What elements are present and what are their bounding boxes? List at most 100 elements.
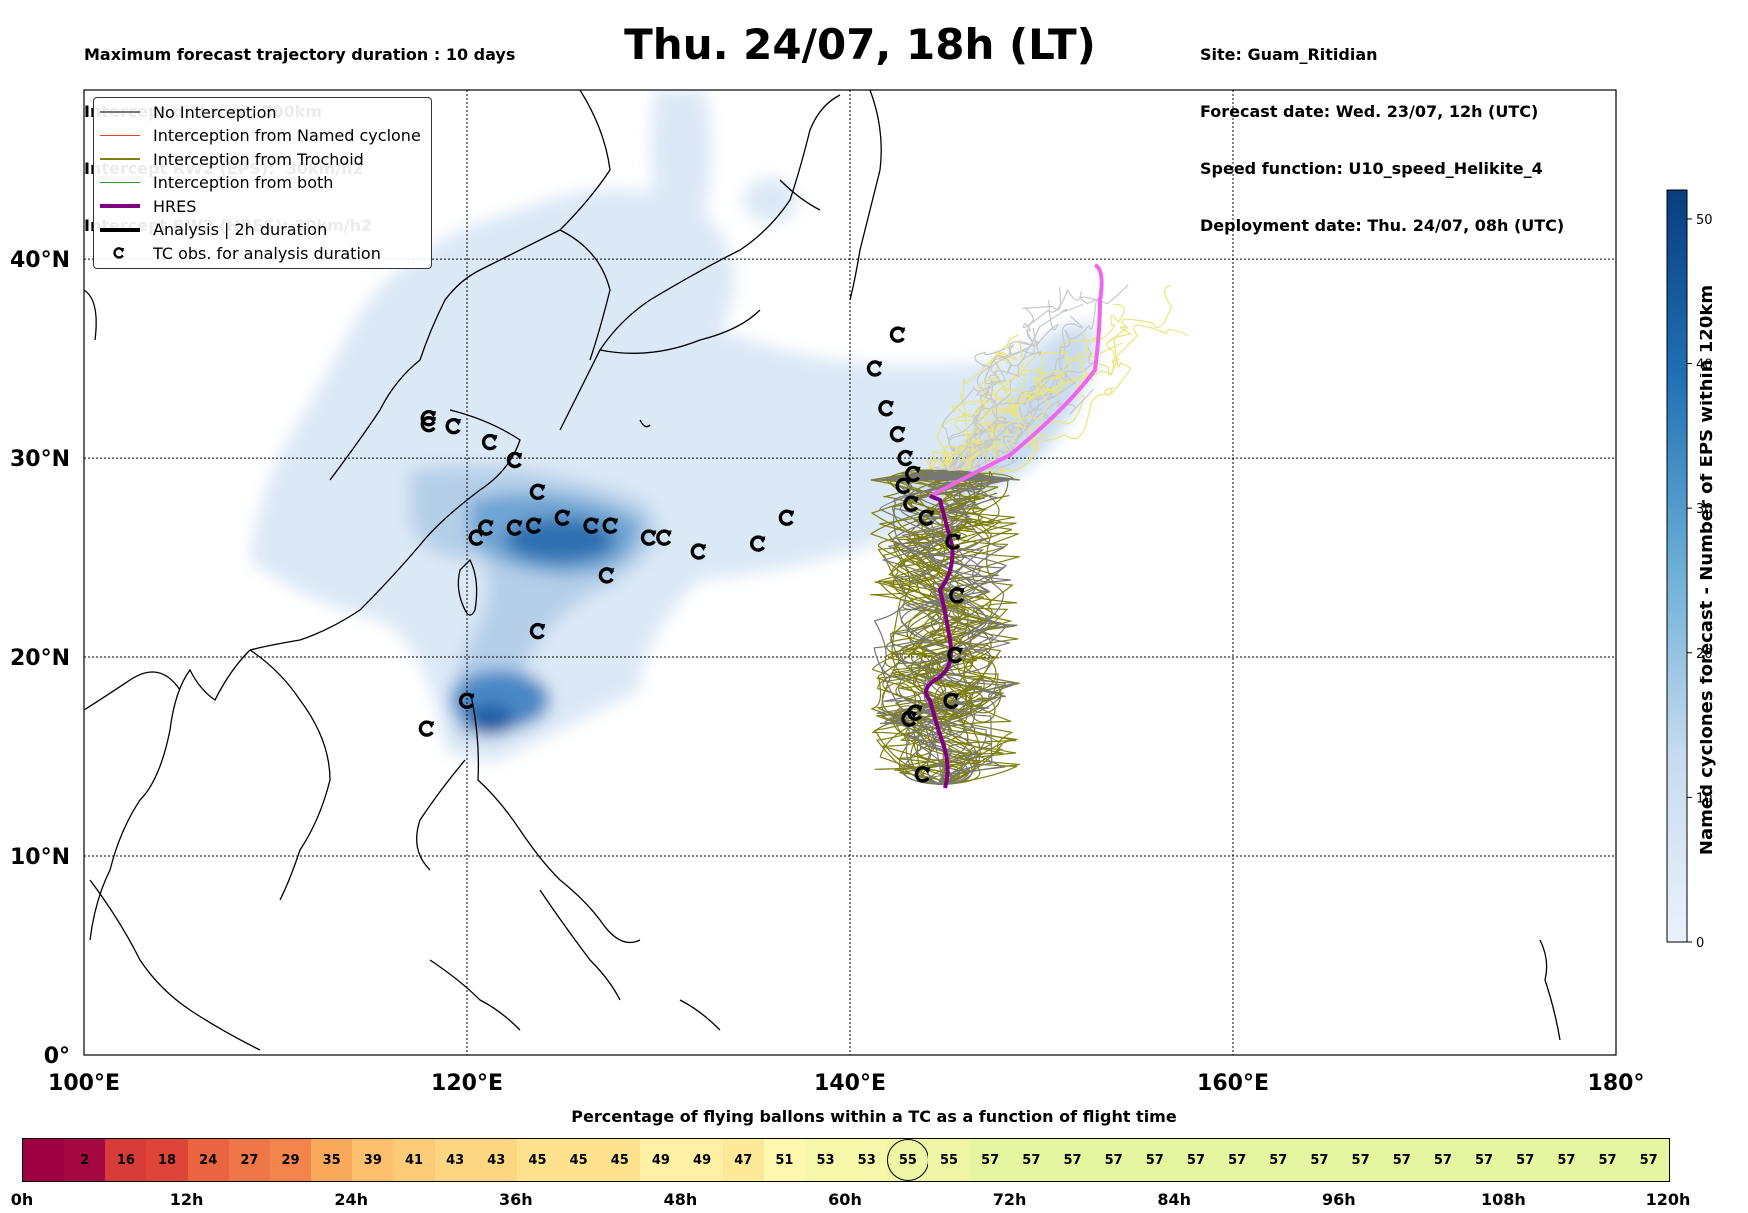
percentage-cell: 45: [516, 1139, 559, 1181]
ensemble-track: [888, 538, 1013, 785]
percentage-cell: 57: [1504, 1139, 1546, 1181]
percentage-cell: 57: [1175, 1139, 1217, 1181]
ensemble-track: [958, 327, 1042, 497]
legend-item: Interception from both: [94, 172, 333, 194]
ensemble-track: [884, 470, 997, 785]
legend-swatch: [100, 158, 140, 160]
time-tick-label: 84h: [1157, 1190, 1192, 1209]
colorbar-tick-label: 30: [1696, 502, 1713, 517]
time-tick-label: 72h: [992, 1190, 1027, 1209]
cyclone-icon: [113, 246, 126, 259]
time-tick-label: 12h: [169, 1190, 204, 1209]
map-gridlines: [84, 90, 1616, 1055]
longitude-label: 120°E: [431, 1071, 503, 1096]
colorbar-ticks: 0 10 20 30 40 50: [1687, 213, 1713, 951]
header-right-line: Forecast date: Wed. 23/07, 12h (UTC): [1200, 102, 1539, 121]
percentage-cell: 57: [1216, 1139, 1258, 1181]
cyclone-icon: [418, 719, 436, 737]
ensemble-track: [975, 285, 1173, 491]
track-loop: [892, 705, 923, 735]
colorbar-tick-label: 10: [1696, 791, 1713, 806]
ensemble-track: [942, 339, 1024, 464]
track-loop: [968, 692, 984, 707]
legend-swatch: [100, 181, 140, 184]
percentage-bar: 2 16 18 24 27 29 35 39 41 43 43 45 45 45 49 49 47 51 53 53 5…: [22, 1138, 1670, 1182]
percentage-cell: 24: [187, 1139, 229, 1181]
percentage-cell: 53: [846, 1139, 888, 1181]
header-right-line: Deployment date: Thu. 24/07, 08h (UTC): [1200, 216, 1565, 235]
ensemble-track: [930, 299, 1059, 495]
legend-swatch: [100, 204, 140, 208]
percentage-cell: 57: [1463, 1139, 1505, 1181]
colorbar-title: Named cyclones forecast - Number of EPS …: [1700, 285, 1717, 855]
percentage-cell: 57: [1545, 1139, 1587, 1181]
legend-swatch: [100, 227, 140, 232]
percentage-cell: [23, 1139, 65, 1181]
percentage-cell: 51: [763, 1139, 805, 1181]
percentage-cell: 57: [1134, 1139, 1176, 1181]
legend-item: Interception from Named cyclone: [94, 125, 421, 147]
map-frame: [83, 89, 1617, 1056]
colorbar: [1666, 189, 1688, 943]
time-tick-label: 120h: [1645, 1190, 1691, 1209]
percentage-cell: 45: [558, 1139, 600, 1181]
time-tick-label: 36h: [498, 1190, 533, 1209]
percentage-cell: 41: [393, 1139, 435, 1181]
time-tick-label: 60h: [828, 1190, 862, 1209]
map-area: [84, 90, 1616, 1055]
no-interception-tracks: [920, 284, 1189, 503]
percentage-cell: 57: [1093, 1139, 1135, 1181]
latitude-labels: 0° 10°N 20°N 30°N 40°N: [10, 248, 70, 1069]
legend-item: Interception from Trochoid: [94, 148, 364, 170]
ensemble-track: [941, 379, 1013, 476]
longitude-label: 100°E: [48, 1071, 120, 1096]
percentage-cell: 57: [1422, 1139, 1464, 1181]
ensemble-track: [927, 479, 1008, 785]
percentage-cell: 35: [311, 1139, 353, 1181]
ensemble-track: [873, 473, 989, 785]
longitude-label: 140°E: [814, 1071, 886, 1096]
svg-text:Named cyclones forecast - Numb: Named cyclones forecast - Number of EPS …: [1700, 285, 1717, 855]
bottom-chart-title: Percentage of flying ballons within a TC…: [571, 1107, 1177, 1126]
legend-item: Analysis | 2h duration: [94, 219, 327, 241]
legend-label: Interception from Named cyclone: [153, 126, 421, 145]
percentage-cell: 57: [1010, 1139, 1052, 1181]
percentage-cell: 2: [64, 1139, 106, 1181]
legend-item: TC obs. for analysis duration: [94, 242, 381, 264]
percentage-cell: 57: [1298, 1139, 1340, 1181]
percentage-cell: 57: [1628, 1139, 1670, 1181]
legend-label: Interception from Trochoid: [153, 149, 364, 169]
header-right-line: Site: Guam_Ritidian: [1200, 45, 1378, 64]
legend-swatch: [100, 134, 140, 137]
longitude-label: 160°E: [1197, 1071, 1269, 1096]
ensemble-track: [932, 355, 1010, 480]
latitude-label: 30°N: [10, 447, 70, 472]
percentage-cell: 47: [722, 1139, 764, 1181]
track-loop: [934, 682, 968, 716]
header-right-line: Speed function: U10_speed_Helikite_4: [1200, 159, 1543, 178]
track-loop: [963, 656, 997, 690]
legend-label: HRES: [153, 196, 197, 216]
percentage-cell: 43: [434, 1139, 476, 1181]
page-title: Thu. 24/07, 18h (LT): [624, 20, 1096, 69]
percentage-cell: 55: [928, 1139, 970, 1181]
legend-swatch: [100, 111, 140, 113]
longitude-labels: 100°E 120°E 140°E 160°E 180°: [48, 1071, 1644, 1096]
percentage-cell: 57: [1381, 1139, 1423, 1181]
time-tick-label: 24h: [334, 1190, 369, 1209]
percentage-cell: 57: [1051, 1139, 1094, 1181]
latitude-label: 0°: [44, 1044, 70, 1069]
track-loop: [881, 682, 916, 717]
colorbar-tick-label: 50: [1696, 213, 1713, 228]
legend-item: HRES: [94, 195, 196, 217]
percentage-cell: 16: [105, 1139, 147, 1181]
legend-label: Interception from both: [153, 173, 334, 192]
colorbar-tick-label: 20: [1696, 647, 1713, 662]
percentage-cell: 29: [269, 1139, 312, 1181]
time-tick-label: 48h: [663, 1190, 698, 1209]
ensemble-track: [920, 286, 1062, 480]
percentage-cell: 45: [599, 1139, 641, 1181]
hres-track-late: [929, 263, 1104, 498]
colorbar-tick-label: 0: [1696, 936, 1704, 951]
ensemble-track: [941, 332, 1094, 481]
